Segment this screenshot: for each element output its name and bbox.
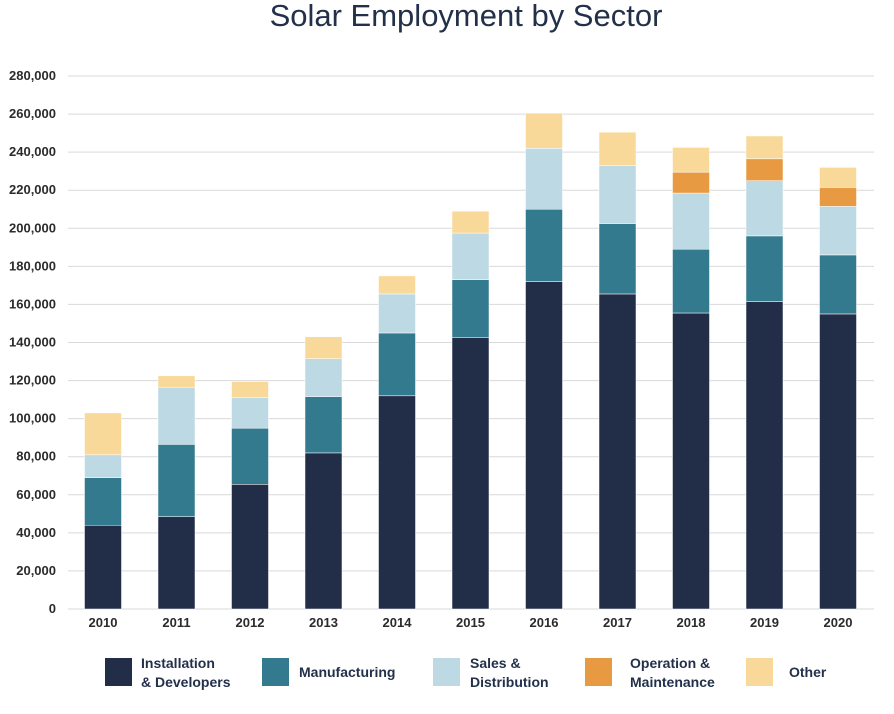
legend-label: Sales &: [470, 655, 521, 671]
bar-segment: [672, 171, 710, 194]
bar-segment: [231, 397, 269, 429]
bar-segment: [525, 148, 563, 210]
bar-segment: [231, 381, 269, 398]
bar-segment: [672, 312, 710, 610]
legend-swatch: [433, 658, 460, 686]
x-tick-label: 2012: [236, 615, 265, 630]
y-tick-label: 200,000: [9, 220, 56, 235]
legend-swatch: [105, 658, 132, 686]
bar-segment: [525, 281, 563, 610]
legend-label: Operation &: [630, 655, 710, 671]
bar-segment: [672, 147, 710, 173]
y-tick-label: 60,000: [16, 487, 56, 502]
bar-segment: [819, 187, 857, 207]
y-tick-label: 120,000: [9, 373, 56, 388]
x-tick-label: 2018: [677, 615, 706, 630]
bar-segment: [598, 293, 637, 610]
y-tick-label: 0: [49, 601, 56, 616]
bar-segment: [598, 165, 637, 224]
bar-segment: [304, 452, 343, 610]
bar-segment: [745, 158, 784, 181]
bar-segment: [598, 131, 637, 166]
bar-segment: [451, 232, 490, 280]
x-tick-label: 2014: [383, 615, 413, 630]
bar-segment: [672, 192, 710, 250]
bar-segment: [84, 524, 122, 610]
bar-segment: [157, 375, 196, 388]
bar-segment: [157, 444, 196, 517]
y-tick-label: 80,000: [16, 449, 56, 464]
chart-title: Solar Employment by Sector: [270, 0, 663, 33]
legend-label: Maintenance: [630, 674, 715, 690]
bar-segment: [378, 395, 416, 610]
bar-segment: [672, 248, 710, 314]
bar-segment: [451, 337, 490, 610]
bar-segment: [304, 336, 343, 359]
bars: [84, 112, 857, 610]
bar-segment: [451, 210, 490, 234]
bar-segment: [819, 167, 857, 188]
bar-segment: [84, 454, 122, 478]
bar-segment: [157, 516, 196, 610]
bar-segment: [378, 332, 416, 397]
legend-swatch: [746, 658, 773, 686]
x-tick-label: 2015: [456, 615, 485, 630]
x-axis-tick-labels: 2010 2011 2012 2013 2014 2015 2016 2017 2018 2019…: [89, 615, 853, 630]
y-tick-label: 20,000: [16, 563, 56, 578]
legend: Installation & Developers Manufacturing Sal…: [105, 655, 827, 690]
legend-swatch: [585, 658, 612, 686]
x-tick-label: 2019: [750, 615, 779, 630]
legend-swatch: [262, 658, 289, 686]
bar-segment: [378, 293, 416, 334]
bar-segment: [304, 396, 343, 454]
bar-segment: [745, 135, 784, 160]
y-tick-label: 220,000: [9, 182, 56, 197]
legend-label: Installation: [141, 655, 215, 671]
y-tick-label: 100,000: [9, 411, 56, 426]
x-tick-label: 2013: [309, 615, 338, 630]
bar-segment: [378, 275, 416, 295]
bar-segment: [525, 209, 563, 282]
y-tick-label: 180,000: [9, 258, 56, 273]
y-axis-tick-labels: 0 20,000 40,000 60,000 80,000 100,000 120,000 1…: [9, 68, 56, 616]
bar-segment: [745, 235, 784, 302]
bar-segment: [819, 206, 857, 256]
bar-segment: [231, 427, 269, 485]
bar-segment: [819, 313, 857, 610]
bar-segment: [745, 180, 784, 237]
legend-label: Other: [789, 664, 827, 680]
bar-segment: [525, 112, 563, 149]
y-tick-label: 240,000: [9, 144, 56, 159]
bar-segment: [84, 412, 122, 456]
x-tick-label: 2016: [530, 615, 559, 630]
bar-segment: [304, 358, 343, 398]
bar-segment: [598, 223, 637, 295]
x-tick-label: 2017: [603, 615, 632, 630]
y-tick-label: 160,000: [9, 296, 56, 311]
y-tick-label: 280,000: [9, 68, 56, 83]
y-tick-label: 140,000: [9, 335, 56, 350]
x-tick-label: 2020: [824, 615, 853, 630]
legend-label: & Developers: [141, 674, 231, 690]
bar-segment: [451, 279, 490, 338]
bar-segment: [745, 301, 784, 610]
legend-label: Manufacturing: [299, 664, 395, 680]
bar-segment: [231, 484, 269, 610]
bar-segment: [819, 254, 857, 315]
legend-label: Distribution: [470, 674, 549, 690]
y-tick-label: 260,000: [9, 106, 56, 121]
y-tick-label: 40,000: [16, 525, 56, 540]
x-tick-label: 2010: [89, 615, 118, 630]
bar-segment: [84, 477, 122, 526]
x-tick-label: 2011: [162, 615, 190, 630]
bar-segment: [157, 386, 196, 445]
